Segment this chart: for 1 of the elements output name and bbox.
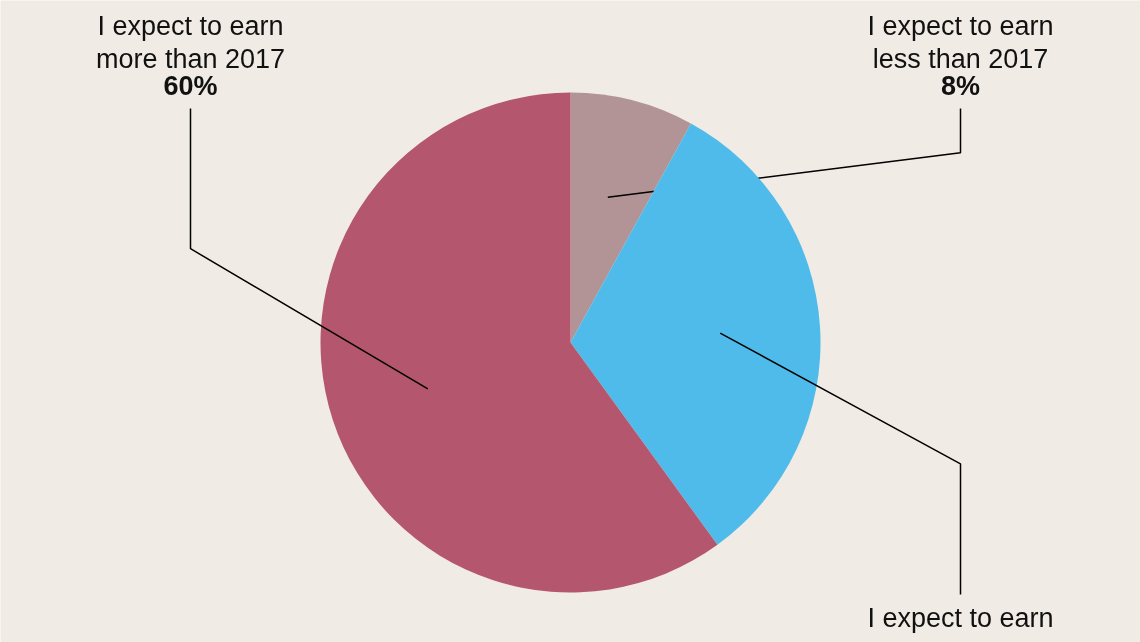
slice-label: I expect to earn [867, 602, 1054, 633]
